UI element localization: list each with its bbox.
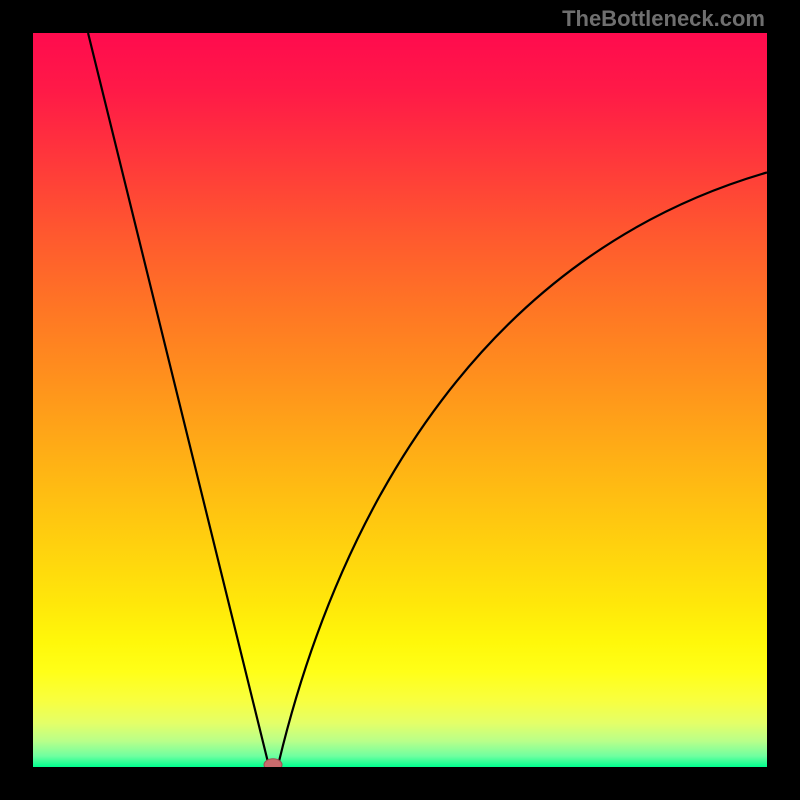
curve-layer	[33, 33, 767, 767]
plot-area	[33, 33, 767, 767]
chart-container: TheBottleneck.com	[0, 0, 800, 800]
watermark-text: TheBottleneck.com	[562, 6, 765, 32]
bottleneck-curve	[88, 33, 767, 764]
optimal-marker	[264, 759, 282, 767]
